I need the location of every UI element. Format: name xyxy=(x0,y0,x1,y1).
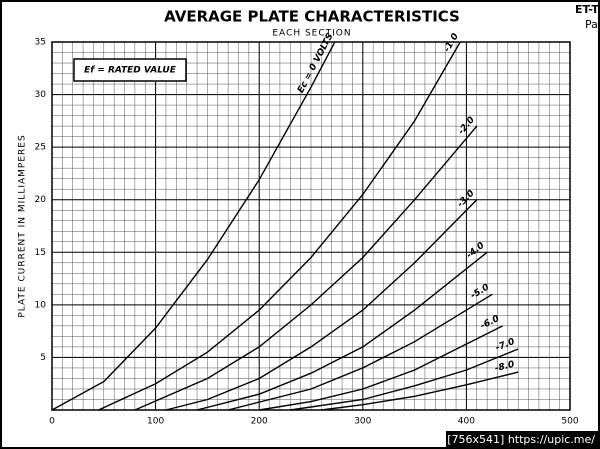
y-axis-label: PLATE CURRENT IN MILLIAMPERES xyxy=(18,134,28,317)
x-tick-label: 500 xyxy=(561,417,578,427)
x-tick-label: 400 xyxy=(458,417,475,427)
y-tick-label: 10 xyxy=(35,300,47,310)
chart-title: AVERAGE PLATE CHARACTERISTICS xyxy=(164,8,460,26)
annotation-box xyxy=(73,58,187,82)
annotation: Ef = RATED VALUE xyxy=(84,66,177,76)
x-tick-label: 300 xyxy=(354,417,371,427)
corner-text: ET-T xyxy=(575,3,599,16)
x-tick-label: 100 xyxy=(147,417,164,427)
y-tick-label: 5 xyxy=(40,353,46,363)
corner-text: Pa xyxy=(585,18,598,31)
y-tick-label: 20 xyxy=(35,195,47,205)
y-tick-label: 25 xyxy=(35,143,46,153)
y-tick-label: 15 xyxy=(35,248,46,258)
curve xyxy=(134,125,478,411)
x-tick-label: 0 xyxy=(49,417,55,427)
x-tick-label: 200 xyxy=(251,417,268,427)
curve xyxy=(165,199,478,411)
curve xyxy=(196,251,488,411)
watermark-bg xyxy=(446,431,598,448)
y-tick-label: 35 xyxy=(35,38,46,48)
curve xyxy=(259,325,504,411)
curve xyxy=(321,371,519,411)
curve xyxy=(290,348,519,411)
watermark: [756x541] https://upic.me/ xyxy=(447,433,595,446)
chart-subtitle: EACH SECTION xyxy=(272,29,351,39)
plot-border xyxy=(51,41,571,411)
y-tick-label: 30 xyxy=(35,90,47,100)
curve xyxy=(227,293,493,411)
curve-label: -8.0 xyxy=(494,360,515,374)
curve xyxy=(98,41,461,411)
curve xyxy=(51,41,336,411)
